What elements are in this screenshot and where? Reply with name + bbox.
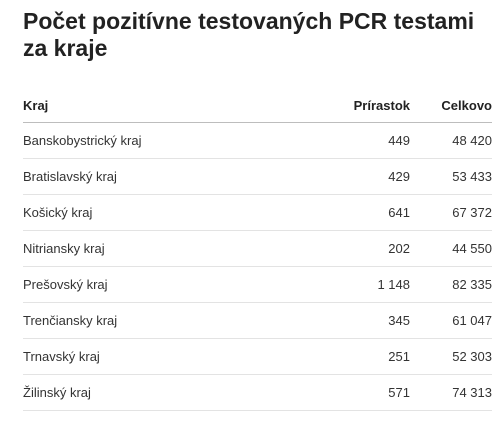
table-title: Počet pozitívne testovaných PCR testami … bbox=[23, 8, 475, 61]
increase-cell: 1 148 bbox=[313, 266, 410, 303]
increase-cell: 251 bbox=[313, 338, 410, 375]
table-row: Žilinský kraj 571 74 313 bbox=[23, 374, 492, 411]
increase-cell: 202 bbox=[313, 230, 410, 267]
region-cell: Žilinský kraj bbox=[23, 374, 313, 411]
total-cell: 82 335 bbox=[410, 266, 492, 303]
table-row: Prešovský kraj 1 148 82 335 bbox=[23, 266, 492, 303]
total-cell: 52 303 bbox=[410, 338, 492, 375]
column-header-total: Celkovo bbox=[410, 88, 492, 123]
total-cell: 74 313 bbox=[410, 374, 492, 411]
regions-table: Kraj Prírastok Celkovo Banskobystrický k… bbox=[23, 88, 492, 411]
table-row: Trenčiansky kraj 345 61 047 bbox=[23, 302, 492, 339]
table-row: Nitriansky kraj 202 44 550 bbox=[23, 230, 492, 267]
total-cell: 67 372 bbox=[410, 194, 492, 231]
region-cell: Trenčiansky kraj bbox=[23, 302, 313, 339]
region-cell: Košický kraj bbox=[23, 194, 313, 231]
total-cell: 61 047 bbox=[410, 302, 492, 339]
region-cell: Prešovský kraj bbox=[23, 266, 313, 303]
increase-cell: 429 bbox=[313, 158, 410, 195]
increase-cell: 571 bbox=[313, 374, 410, 411]
region-cell: Banskobystrický kraj bbox=[23, 122, 313, 159]
column-header-region: Kraj bbox=[23, 88, 313, 123]
region-cell: Trnavský kraj bbox=[23, 338, 313, 375]
region-cell: Bratislavský kraj bbox=[23, 158, 313, 195]
table-row: Banskobystrický kraj 449 48 420 bbox=[23, 122, 492, 159]
increase-cell: 449 bbox=[313, 122, 410, 159]
total-cell: 53 433 bbox=[410, 158, 492, 195]
total-cell: 44 550 bbox=[410, 230, 492, 267]
increase-cell: 345 bbox=[313, 302, 410, 339]
table-row: Trnavský kraj 251 52 303 bbox=[23, 338, 492, 375]
table-row: Bratislavský kraj 429 53 433 bbox=[23, 158, 492, 195]
column-header-increase: Prírastok bbox=[313, 88, 410, 123]
increase-cell: 641 bbox=[313, 194, 410, 231]
total-cell: 48 420 bbox=[410, 122, 492, 159]
table-header-row: Kraj Prírastok Celkovo bbox=[23, 88, 492, 123]
table-row: Košický kraj 641 67 372 bbox=[23, 194, 492, 231]
region-cell: Nitriansky kraj bbox=[23, 230, 313, 267]
